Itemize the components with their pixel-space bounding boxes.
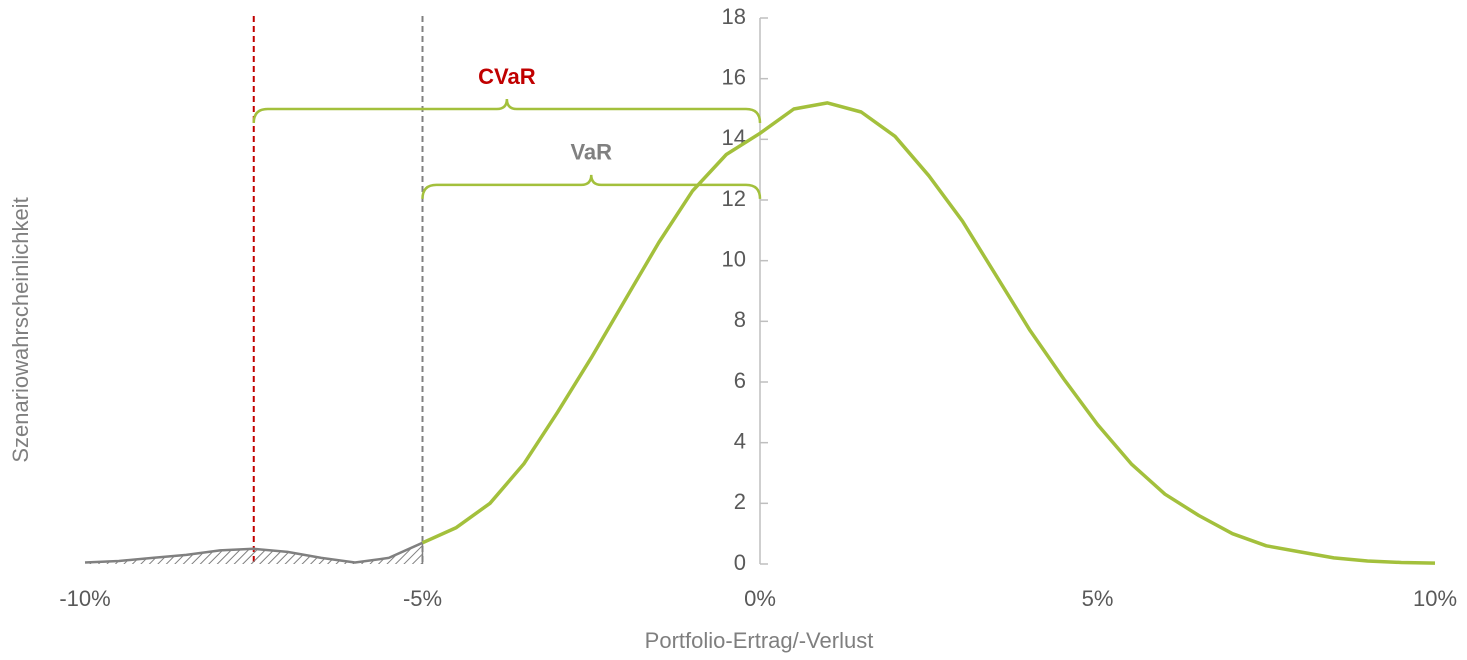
y-tick-label: 18 — [722, 4, 746, 29]
x-tick-label: 10% — [1413, 586, 1457, 611]
x-tick-label: -5% — [403, 586, 442, 611]
x-tick-label: 0% — [744, 586, 776, 611]
y-axis-title: Szenariowahrscheinlichkeit — [8, 197, 33, 462]
annotation-label: VaR — [570, 140, 612, 165]
y-tick-label: 6 — [734, 368, 746, 393]
y-tick-label: 12 — [722, 186, 746, 211]
brace — [252, 98, 762, 124]
y-tick-label: 0 — [734, 550, 746, 575]
y-tick-label: 10 — [722, 246, 746, 271]
y-tick-label: 8 — [734, 307, 746, 332]
y-tick-label: 4 — [734, 428, 746, 453]
x-axis-title: Portfolio-Ertrag/-Verlust — [645, 628, 874, 653]
brace — [421, 174, 762, 199]
density-line — [421, 101, 1436, 565]
tail-area — [85, 542, 423, 564]
density-line — [84, 541, 424, 564]
x-tick-label: 5% — [1082, 586, 1114, 611]
y-tick-label: 16 — [722, 64, 746, 89]
x-tick-label: -10% — [59, 586, 110, 611]
annotation-label: CVaR — [478, 64, 536, 89]
y-tick-label: 2 — [734, 489, 746, 514]
